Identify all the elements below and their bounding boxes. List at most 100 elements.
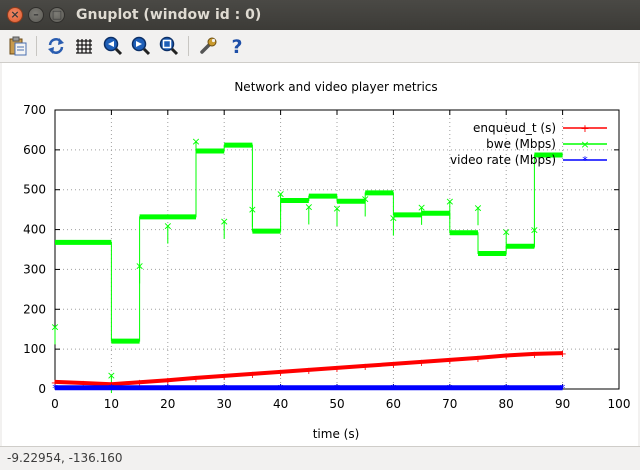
bwe-point: × xyxy=(50,320,59,333)
close-icon: × xyxy=(10,8,20,21)
video-rate-point: * xyxy=(560,382,566,395)
video-rate-point: * xyxy=(447,382,453,395)
y-tick-label: 700 xyxy=(23,103,46,117)
window-title: Gnuplot (window id : 0) xyxy=(76,7,262,23)
clipboard-icon xyxy=(9,36,27,56)
bwe-point: × xyxy=(135,259,144,272)
enqueued-point: + xyxy=(530,350,538,361)
plot-canvas[interactable]: Network and video player metrics time (s… xyxy=(2,63,638,446)
enqueued-point: + xyxy=(79,379,87,390)
cursor-coordinates: -9.22954, -136.160 xyxy=(7,451,123,465)
replot-button[interactable] xyxy=(45,35,67,57)
bwe-point: × xyxy=(107,369,116,382)
x-tick-label: 0 xyxy=(51,397,59,411)
video-rate-point: * xyxy=(165,382,171,395)
enqueued-point: + xyxy=(276,368,284,379)
bwe-point: × xyxy=(361,192,370,205)
x-tick-label: 90 xyxy=(555,397,570,411)
video-rate-point: * xyxy=(109,382,115,395)
zoom-previous-button[interactable] xyxy=(102,35,124,57)
x-tick-label: 60 xyxy=(386,397,401,411)
video-rate-point: * xyxy=(391,382,397,395)
x-tick-label: 80 xyxy=(499,397,514,411)
help-button[interactable]: ? xyxy=(226,35,248,58)
legend-label: video rate (Mbps) xyxy=(450,153,556,167)
replot-icon xyxy=(48,38,64,54)
maximize-window-button[interactable]: □ xyxy=(49,7,65,23)
video-rate-point: * xyxy=(503,382,509,395)
bwe-point: × xyxy=(502,226,511,239)
x-tick-label: 20 xyxy=(160,397,175,411)
title-bar: × – □ Gnuplot (window id : 0) xyxy=(0,0,640,30)
settings-icon xyxy=(200,37,217,54)
y-tick-label: 500 xyxy=(23,183,46,197)
enqueued-point: + xyxy=(305,366,313,377)
bwe-point: × xyxy=(445,195,454,208)
video-rate-point: * xyxy=(334,382,340,395)
legend-marker: + xyxy=(580,122,589,135)
bwe-point: × xyxy=(163,220,172,233)
bwe-point: × xyxy=(530,224,539,237)
bwe-point: × xyxy=(248,203,257,216)
enqueued-point: + xyxy=(502,352,510,363)
y-tick-label: 100 xyxy=(23,342,46,356)
enqueued-point: + xyxy=(333,364,341,375)
enqueued-point: + xyxy=(446,356,454,367)
zoom-next-button[interactable] xyxy=(130,35,152,57)
x-tick-label: 100 xyxy=(608,397,631,411)
legend-label: bwe (Mbps) xyxy=(486,137,556,151)
close-window-button[interactable]: × xyxy=(7,7,23,23)
x-axis-label: time (s) xyxy=(313,427,360,441)
bwe-point: × xyxy=(332,202,341,215)
copy-clipboard-button[interactable] xyxy=(7,35,29,57)
minimize-window-button[interactable]: – xyxy=(28,7,44,23)
enqueued-point: + xyxy=(389,360,397,371)
bwe-point: × xyxy=(389,212,398,225)
enqueued-point: + xyxy=(192,374,200,385)
enqueued-point: + xyxy=(220,372,228,383)
x-tick-label: 70 xyxy=(442,397,457,411)
status-bar: -9.22954, -136.160 xyxy=(0,446,640,470)
enqueued-point: + xyxy=(164,376,172,387)
legend-marker: * xyxy=(582,154,588,167)
help-icon: ? xyxy=(231,36,242,58)
enqueued-point: + xyxy=(135,378,143,389)
zoom-next-icon xyxy=(131,36,151,56)
toolbar: ? xyxy=(0,30,640,63)
bwe-point: × xyxy=(417,201,426,214)
x-tick-label: 50 xyxy=(329,397,344,411)
bwe-point: × xyxy=(473,201,482,214)
y-tick-label: 400 xyxy=(23,223,46,237)
autoscale-button[interactable] xyxy=(158,35,180,57)
svg-text:?: ? xyxy=(231,36,242,57)
y-tick-label: 0 xyxy=(38,382,46,396)
legend-marker: × xyxy=(580,138,589,151)
y-tick-label: 600 xyxy=(23,143,46,157)
minimize-icon: – xyxy=(33,8,39,21)
enqueued-series-line xyxy=(54,351,563,387)
grid-icon xyxy=(76,39,92,54)
video-rate-point: * xyxy=(52,382,58,395)
enqueued-point: + xyxy=(248,370,256,381)
autoscale-icon xyxy=(159,36,179,56)
enqueued-point: + xyxy=(474,354,482,365)
toolbar-separator xyxy=(36,36,37,56)
maximize-icon: □ xyxy=(51,8,63,21)
toolbar-separator xyxy=(188,36,189,56)
bwe-point: × xyxy=(220,215,229,228)
zoom-prev-icon xyxy=(103,36,123,56)
enqueued-point: + xyxy=(361,362,369,373)
enqueued-point: + xyxy=(417,358,425,369)
y-tick-label: 200 xyxy=(23,302,46,316)
bwe-point: × xyxy=(304,200,313,213)
legend-label: enqueud_t (s) xyxy=(473,121,556,135)
video-rate-point: * xyxy=(221,382,227,395)
x-tick-label: 40 xyxy=(273,397,288,411)
grid-button[interactable] xyxy=(74,35,96,57)
video-rate-point: * xyxy=(278,382,284,395)
settings-button[interactable] xyxy=(197,35,219,57)
chart-svg: Network and video player metrics time (s… xyxy=(23,80,631,441)
bwe-point: × xyxy=(276,188,285,201)
x-tick-label: 10 xyxy=(104,397,119,411)
bwe-series-line xyxy=(55,144,563,342)
